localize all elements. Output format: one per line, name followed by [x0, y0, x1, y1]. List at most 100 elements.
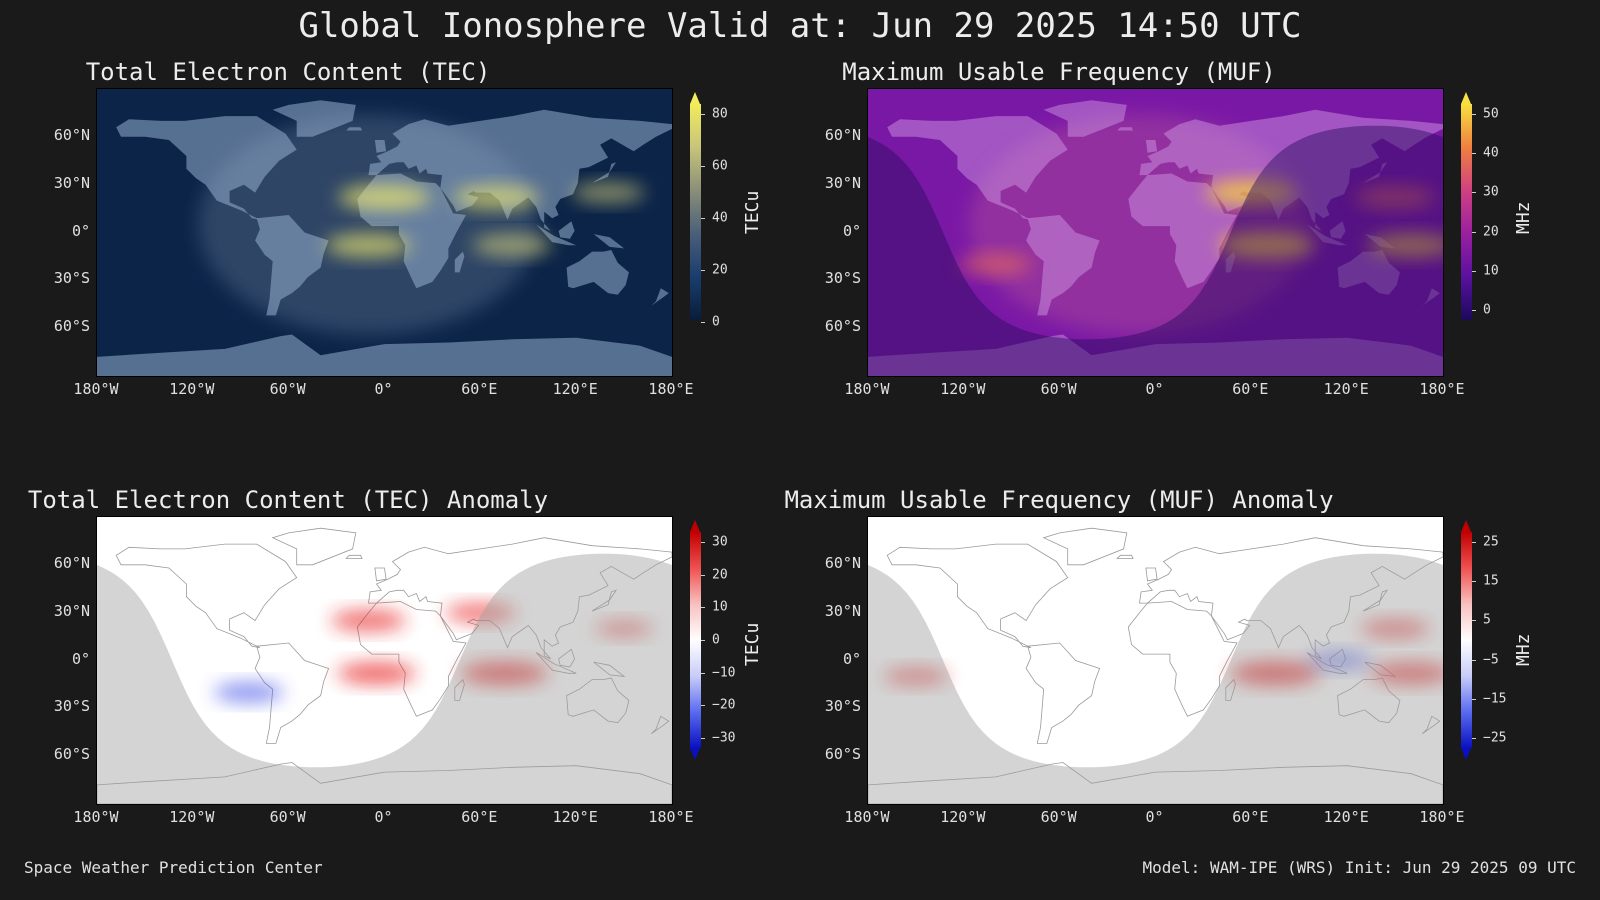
colorbar-tick-label: 25 [1483, 534, 1499, 550]
landmass-south-america [1026, 215, 1100, 316]
colorbar-tick-label: −5 [1483, 652, 1499, 668]
landmass-new-zealand [1421, 715, 1441, 735]
colorbar-tick-mark [701, 322, 705, 323]
landmass-indonesia [535, 652, 577, 674]
landmass-borneo [558, 648, 576, 668]
data-feature-3 [1367, 233, 1443, 258]
lon-tick-label: 180°W [73, 808, 119, 826]
lat-tick-label: 60°N [824, 125, 861, 144]
lon-tick-label: 60°E [461, 380, 498, 398]
data-feature-0 [1205, 180, 1297, 205]
data-feature-4 [883, 667, 949, 686]
landmass-south-america [255, 215, 329, 316]
colorbar-tick-mark [701, 607, 705, 609]
colorbar-tick-label: −20 [712, 697, 736, 713]
landmass-iceland [346, 127, 363, 131]
landmass-north-america [116, 116, 297, 220]
lat-tick-label: 30°N [824, 173, 861, 192]
data-feature-0 [330, 610, 407, 632]
data-feature-2 [460, 661, 548, 686]
colorbar-tick-mark [701, 574, 705, 576]
landmass-uk [374, 140, 387, 153]
lon-tick-label: 180°E [648, 808, 694, 826]
panel-title: Maximum Usable Frequency (MUF) Anomaly [784, 486, 1334, 514]
tec-anomaly-panel: Total Electron Content (TEC) Anomaly 60°… [0, 486, 763, 886]
landmass-borneo [558, 221, 575, 239]
colorbar-max-arrow [1461, 520, 1471, 532]
lon-tick-label: 120°E [1323, 380, 1369, 398]
panel-title: Total Electron Content (TEC) [85, 58, 491, 86]
landmass-africa [1127, 601, 1238, 717]
colorbar-tick-mark [701, 738, 705, 739]
landmass-australia [1337, 677, 1401, 724]
landmass-madagascar [454, 678, 465, 701]
landmass-south-america [254, 642, 330, 744]
data-feature-0 [338, 184, 431, 210]
colorbar-tick-label: 60 [712, 158, 728, 174]
colorbar-max-arrow [690, 520, 700, 532]
colorbar-tick-label: 0 [712, 314, 720, 330]
data-feature-4 [571, 182, 645, 203]
map-svg [868, 517, 1443, 804]
lat-tick-label: 30°N [53, 173, 90, 192]
colorbar-unit-label: TECu [742, 622, 763, 666]
lat-tick-label: 30°S [53, 269, 90, 288]
landmass-antarctica [97, 762, 672, 804]
lon-tick-label: 60°W [1040, 380, 1077, 398]
landmass-japan [1363, 162, 1388, 184]
map-area [96, 88, 673, 377]
lon-tick-label: 0° [374, 808, 393, 826]
colorbar-tick-mark [1472, 542, 1476, 543]
lon-tick-label: 60°E [1232, 808, 1269, 826]
landmass-indonesia [536, 224, 577, 246]
landmass-eurasia [1139, 109, 1443, 231]
footer-model-info: Model: WAM-IPE (WRS) Init: Jun 29 2025 0… [1142, 858, 1576, 877]
colorbar-tick-label: 20 [1483, 224, 1499, 240]
landmass-uk [374, 567, 387, 582]
colorbar-tick-mark [701, 218, 705, 219]
landmass-north-america [886, 543, 1069, 649]
lon-tick-label: 120°W [940, 808, 986, 826]
lat-tick-label: 30°S [824, 269, 861, 288]
lon-tick-label: 60°W [269, 380, 306, 398]
night-shade [97, 553, 672, 804]
colorbar-tick-mark [1472, 581, 1476, 583]
colorbar-tick-mark [701, 166, 705, 167]
landmass-japan [1362, 589, 1389, 612]
colorbar-unit-label: MHz [1513, 201, 1534, 234]
map-area [96, 516, 673, 805]
colorbar-tick-mark [1472, 310, 1476, 311]
daylight-region [969, 114, 1310, 335]
landmass-new-zealand [651, 288, 669, 306]
landmass-africa [1128, 173, 1237, 289]
data-feature-1 [445, 602, 516, 623]
landmass-antarctica [868, 762, 1443, 804]
colorbar-tick-label: 40 [712, 210, 728, 226]
lon-tick-label: 120°W [169, 808, 215, 826]
colorbar-tick-mark [1472, 738, 1476, 739]
landmass-eurasia [1139, 537, 1443, 660]
panel-title: Total Electron Content (TEC) Anomaly [27, 486, 549, 514]
landmass-japan [591, 589, 618, 612]
landmass-south-america [1025, 642, 1101, 744]
colorbar-tick-label: 10 [1483, 263, 1499, 279]
colorbar-tick-label: −30 [712, 730, 736, 746]
data-feature-1 [453, 185, 540, 210]
colorbar-tick-mark [1472, 270, 1476, 272]
muf-panel: Maximum Usable Frequency (MUF) 60°N 30°N 0… [771, 58, 1534, 458]
lon-tick-label: 120°W [169, 380, 215, 398]
lon-tick-label: 180°E [648, 380, 694, 398]
colorbar-tick-label: −15 [1483, 691, 1507, 707]
landmass-new-zealand [1422, 288, 1440, 306]
landmass-iceland [1117, 127, 1134, 131]
landmass-north-america [887, 116, 1068, 220]
data-feature-3 [472, 234, 553, 257]
colorbar-tick-mark [701, 114, 705, 115]
lat-tick-label: 0° [842, 221, 861, 240]
lat-tick-label: 60°S [824, 317, 861, 336]
landmass-uk [1145, 567, 1158, 582]
data-feature-5 [595, 620, 653, 638]
colorbar-max-arrow [690, 92, 700, 104]
landmass-africa [356, 601, 467, 717]
data-feature-2 [1354, 186, 1436, 209]
